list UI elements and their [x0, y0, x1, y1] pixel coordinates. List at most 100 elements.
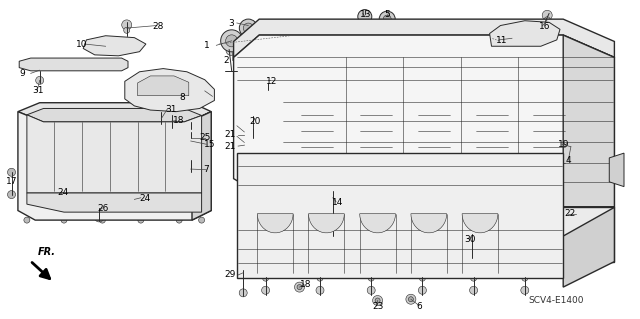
Circle shape [470, 275, 477, 281]
Ellipse shape [485, 72, 513, 81]
Circle shape [515, 195, 522, 201]
Circle shape [239, 140, 250, 150]
Circle shape [61, 217, 67, 223]
Circle shape [285, 195, 291, 201]
Text: 30: 30 [464, 235, 476, 244]
Polygon shape [462, 214, 498, 233]
Text: 4: 4 [565, 156, 571, 165]
Text: 18: 18 [173, 116, 184, 125]
Circle shape [239, 19, 257, 37]
Circle shape [521, 155, 529, 164]
Circle shape [483, 28, 490, 36]
Circle shape [597, 217, 600, 220]
Ellipse shape [370, 72, 398, 81]
Circle shape [24, 217, 30, 223]
Circle shape [176, 217, 182, 223]
Circle shape [552, 268, 562, 278]
Ellipse shape [474, 76, 499, 103]
Circle shape [285, 179, 291, 185]
Circle shape [157, 118, 165, 126]
Circle shape [544, 17, 550, 23]
Text: 13: 13 [360, 10, 371, 19]
Circle shape [582, 221, 584, 224]
Circle shape [599, 213, 602, 216]
Text: 20: 20 [250, 117, 261, 126]
Circle shape [582, 205, 584, 208]
Circle shape [528, 141, 534, 146]
Circle shape [361, 28, 369, 36]
Circle shape [58, 190, 64, 196]
Text: 8: 8 [179, 93, 185, 102]
Circle shape [329, 229, 337, 237]
Circle shape [94, 212, 104, 222]
Circle shape [528, 99, 534, 105]
Polygon shape [360, 214, 396, 233]
Circle shape [31, 60, 39, 69]
Circle shape [55, 187, 67, 199]
Ellipse shape [436, 25, 453, 33]
Circle shape [145, 102, 152, 110]
Circle shape [99, 113, 106, 118]
Text: 25: 25 [200, 133, 211, 142]
Ellipse shape [359, 76, 383, 103]
Circle shape [520, 198, 545, 223]
Polygon shape [411, 214, 447, 233]
Circle shape [588, 222, 590, 225]
Text: 12: 12 [266, 77, 277, 86]
Circle shape [458, 195, 464, 201]
Polygon shape [19, 58, 128, 71]
Circle shape [186, 136, 196, 146]
Circle shape [543, 28, 551, 36]
Polygon shape [27, 115, 202, 193]
Circle shape [118, 60, 125, 69]
Circle shape [36, 76, 44, 85]
Circle shape [598, 179, 605, 185]
Circle shape [419, 269, 426, 277]
Circle shape [367, 155, 375, 164]
Text: 15: 15 [204, 140, 215, 149]
Circle shape [262, 155, 269, 164]
Polygon shape [18, 103, 211, 121]
Circle shape [329, 190, 337, 199]
Text: 9: 9 [19, 69, 25, 78]
Circle shape [191, 102, 199, 110]
Circle shape [573, 195, 579, 201]
Circle shape [129, 197, 140, 209]
Ellipse shape [417, 76, 441, 103]
Circle shape [576, 213, 579, 216]
Circle shape [367, 286, 375, 294]
Text: 18: 18 [300, 280, 311, 289]
Circle shape [316, 269, 324, 277]
Circle shape [511, 22, 532, 42]
Circle shape [54, 60, 61, 69]
Polygon shape [490, 21, 560, 46]
Text: 19: 19 [558, 140, 570, 149]
Polygon shape [308, 214, 344, 233]
Circle shape [406, 294, 416, 304]
Text: 31: 31 [165, 105, 177, 114]
Circle shape [400, 195, 406, 201]
Ellipse shape [301, 76, 326, 103]
Polygon shape [138, 76, 189, 96]
Circle shape [198, 217, 205, 223]
Ellipse shape [495, 24, 516, 34]
Circle shape [201, 85, 209, 93]
Ellipse shape [410, 68, 448, 110]
Circle shape [264, 78, 271, 83]
Circle shape [138, 113, 144, 118]
Circle shape [358, 10, 372, 24]
Circle shape [131, 200, 138, 205]
Circle shape [262, 269, 269, 277]
Circle shape [375, 298, 380, 303]
Circle shape [292, 43, 297, 48]
Text: 26: 26 [97, 204, 109, 213]
Circle shape [342, 179, 349, 185]
Ellipse shape [467, 68, 506, 110]
Text: 28: 28 [152, 22, 164, 31]
Circle shape [419, 286, 426, 294]
Polygon shape [234, 19, 614, 57]
Circle shape [598, 141, 605, 146]
Text: 14: 14 [332, 198, 343, 207]
Circle shape [568, 144, 574, 150]
Circle shape [99, 60, 106, 69]
